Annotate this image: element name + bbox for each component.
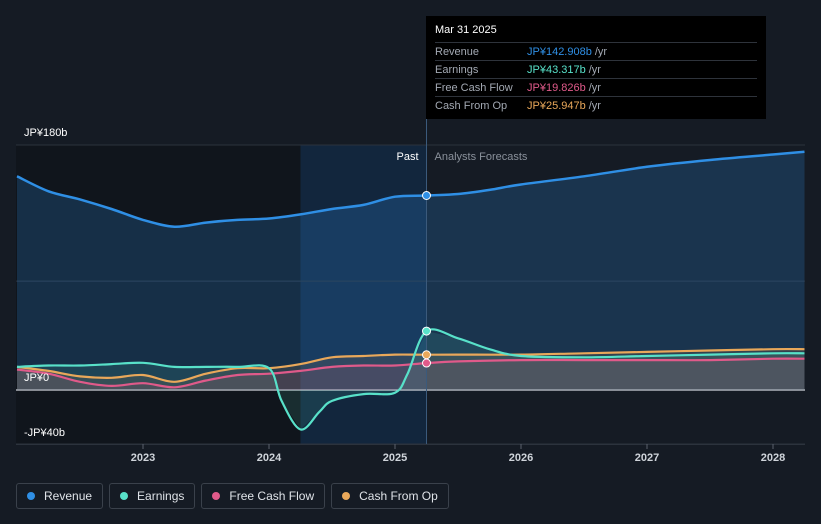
- forecast-label: Analysts Forecasts: [435, 151, 528, 163]
- x-tick-label: 2028: [761, 452, 785, 464]
- legend-item-cash-from-op[interactable]: Cash From Op: [331, 483, 449, 509]
- legend: Revenue Earnings Free Cash Flow Cash Fro…: [16, 483, 449, 509]
- tooltip-unit: /yr: [588, 63, 601, 76]
- series-area-revenue: [17, 151, 805, 390]
- tooltip-value: JP¥142.908b: [527, 45, 592, 58]
- tooltip-label: Cash From Op: [435, 99, 508, 112]
- legend-item-revenue[interactable]: Revenue: [16, 483, 104, 509]
- y-tick-label: JP¥0: [24, 372, 49, 384]
- tooltip-row-revenue: Revenue JP¥142.908b /yr: [435, 42, 757, 60]
- chart: Past Analysts Forecasts JP¥180b JP¥0 -JP¥40b…: [16, 118, 805, 464]
- tooltip: Mar 31 2025 Revenue JP¥142.908b /yr Earn…: [426, 16, 766, 119]
- series-line-cash-from-op: [16, 347, 805, 383]
- x-tick-label: 2024: [257, 452, 282, 464]
- x-tick-label: 2027: [635, 452, 659, 464]
- series-area-free-cash-flow: [17, 358, 805, 390]
- legend-item-earnings[interactable]: Earnings: [109, 483, 196, 509]
- legend-dot-icon: [212, 492, 221, 500]
- tooltip-unit: /yr: [594, 45, 608, 58]
- legend-dot-icon: [27, 492, 35, 500]
- tooltip-unit: /yr: [588, 81, 601, 94]
- legend-item-free-cash-flow[interactable]: Free Cash Flow: [201, 483, 326, 509]
- series-area-earnings: [17, 331, 805, 430]
- legend-dot-icon: [120, 492, 129, 500]
- series-line-revenue: [16, 150, 805, 228]
- tooltip-unit: /yr: [588, 99, 601, 112]
- series-line-free-cash-flow: [16, 357, 805, 389]
- marker-cash-from-op: [422, 350, 431, 360]
- y-tick-label: JP¥180b: [24, 127, 67, 139]
- legend-label: Revenue: [44, 489, 93, 503]
- x-tick-label: 2025: [383, 452, 407, 464]
- past-label: Past: [396, 151, 418, 163]
- marker-revenue: [422, 190, 431, 200]
- x-tick-label: 2023: [131, 452, 155, 464]
- legend-label: Free Cash Flow: [229, 489, 315, 503]
- x-tick-label: 2026: [509, 452, 533, 464]
- legend-dot-icon: [342, 492, 351, 500]
- marker-earnings: [422, 326, 431, 336]
- tooltip-label: Earnings: [435, 63, 479, 76]
- tooltip-value: JP¥43.317b: [527, 63, 586, 76]
- tooltip-label: Free Cash Flow: [435, 81, 513, 94]
- tooltip-row-cash-from-op: Cash From Op JP¥25.947b /yr: [435, 96, 757, 114]
- tooltip-value: JP¥19.826b: [527, 81, 586, 94]
- legend-label: Earnings: [137, 489, 185, 503]
- tooltip-row-free-cash-flow: Free Cash Flow JP¥19.826b /yr: [435, 78, 757, 96]
- tooltip-label: Revenue: [435, 45, 480, 58]
- series-line-earnings: [16, 328, 805, 431]
- legend-label: Cash From Op: [359, 489, 438, 503]
- marker-free-cash-flow: [422, 358, 431, 368]
- tooltip-value: JP¥25.947b: [527, 99, 586, 112]
- tooltip-date: Mar 31 2025: [435, 24, 497, 36]
- y-tick-label: -JP¥40b: [24, 427, 65, 439]
- tooltip-row-earnings: Earnings JP¥43.317b /yr: [435, 60, 757, 78]
